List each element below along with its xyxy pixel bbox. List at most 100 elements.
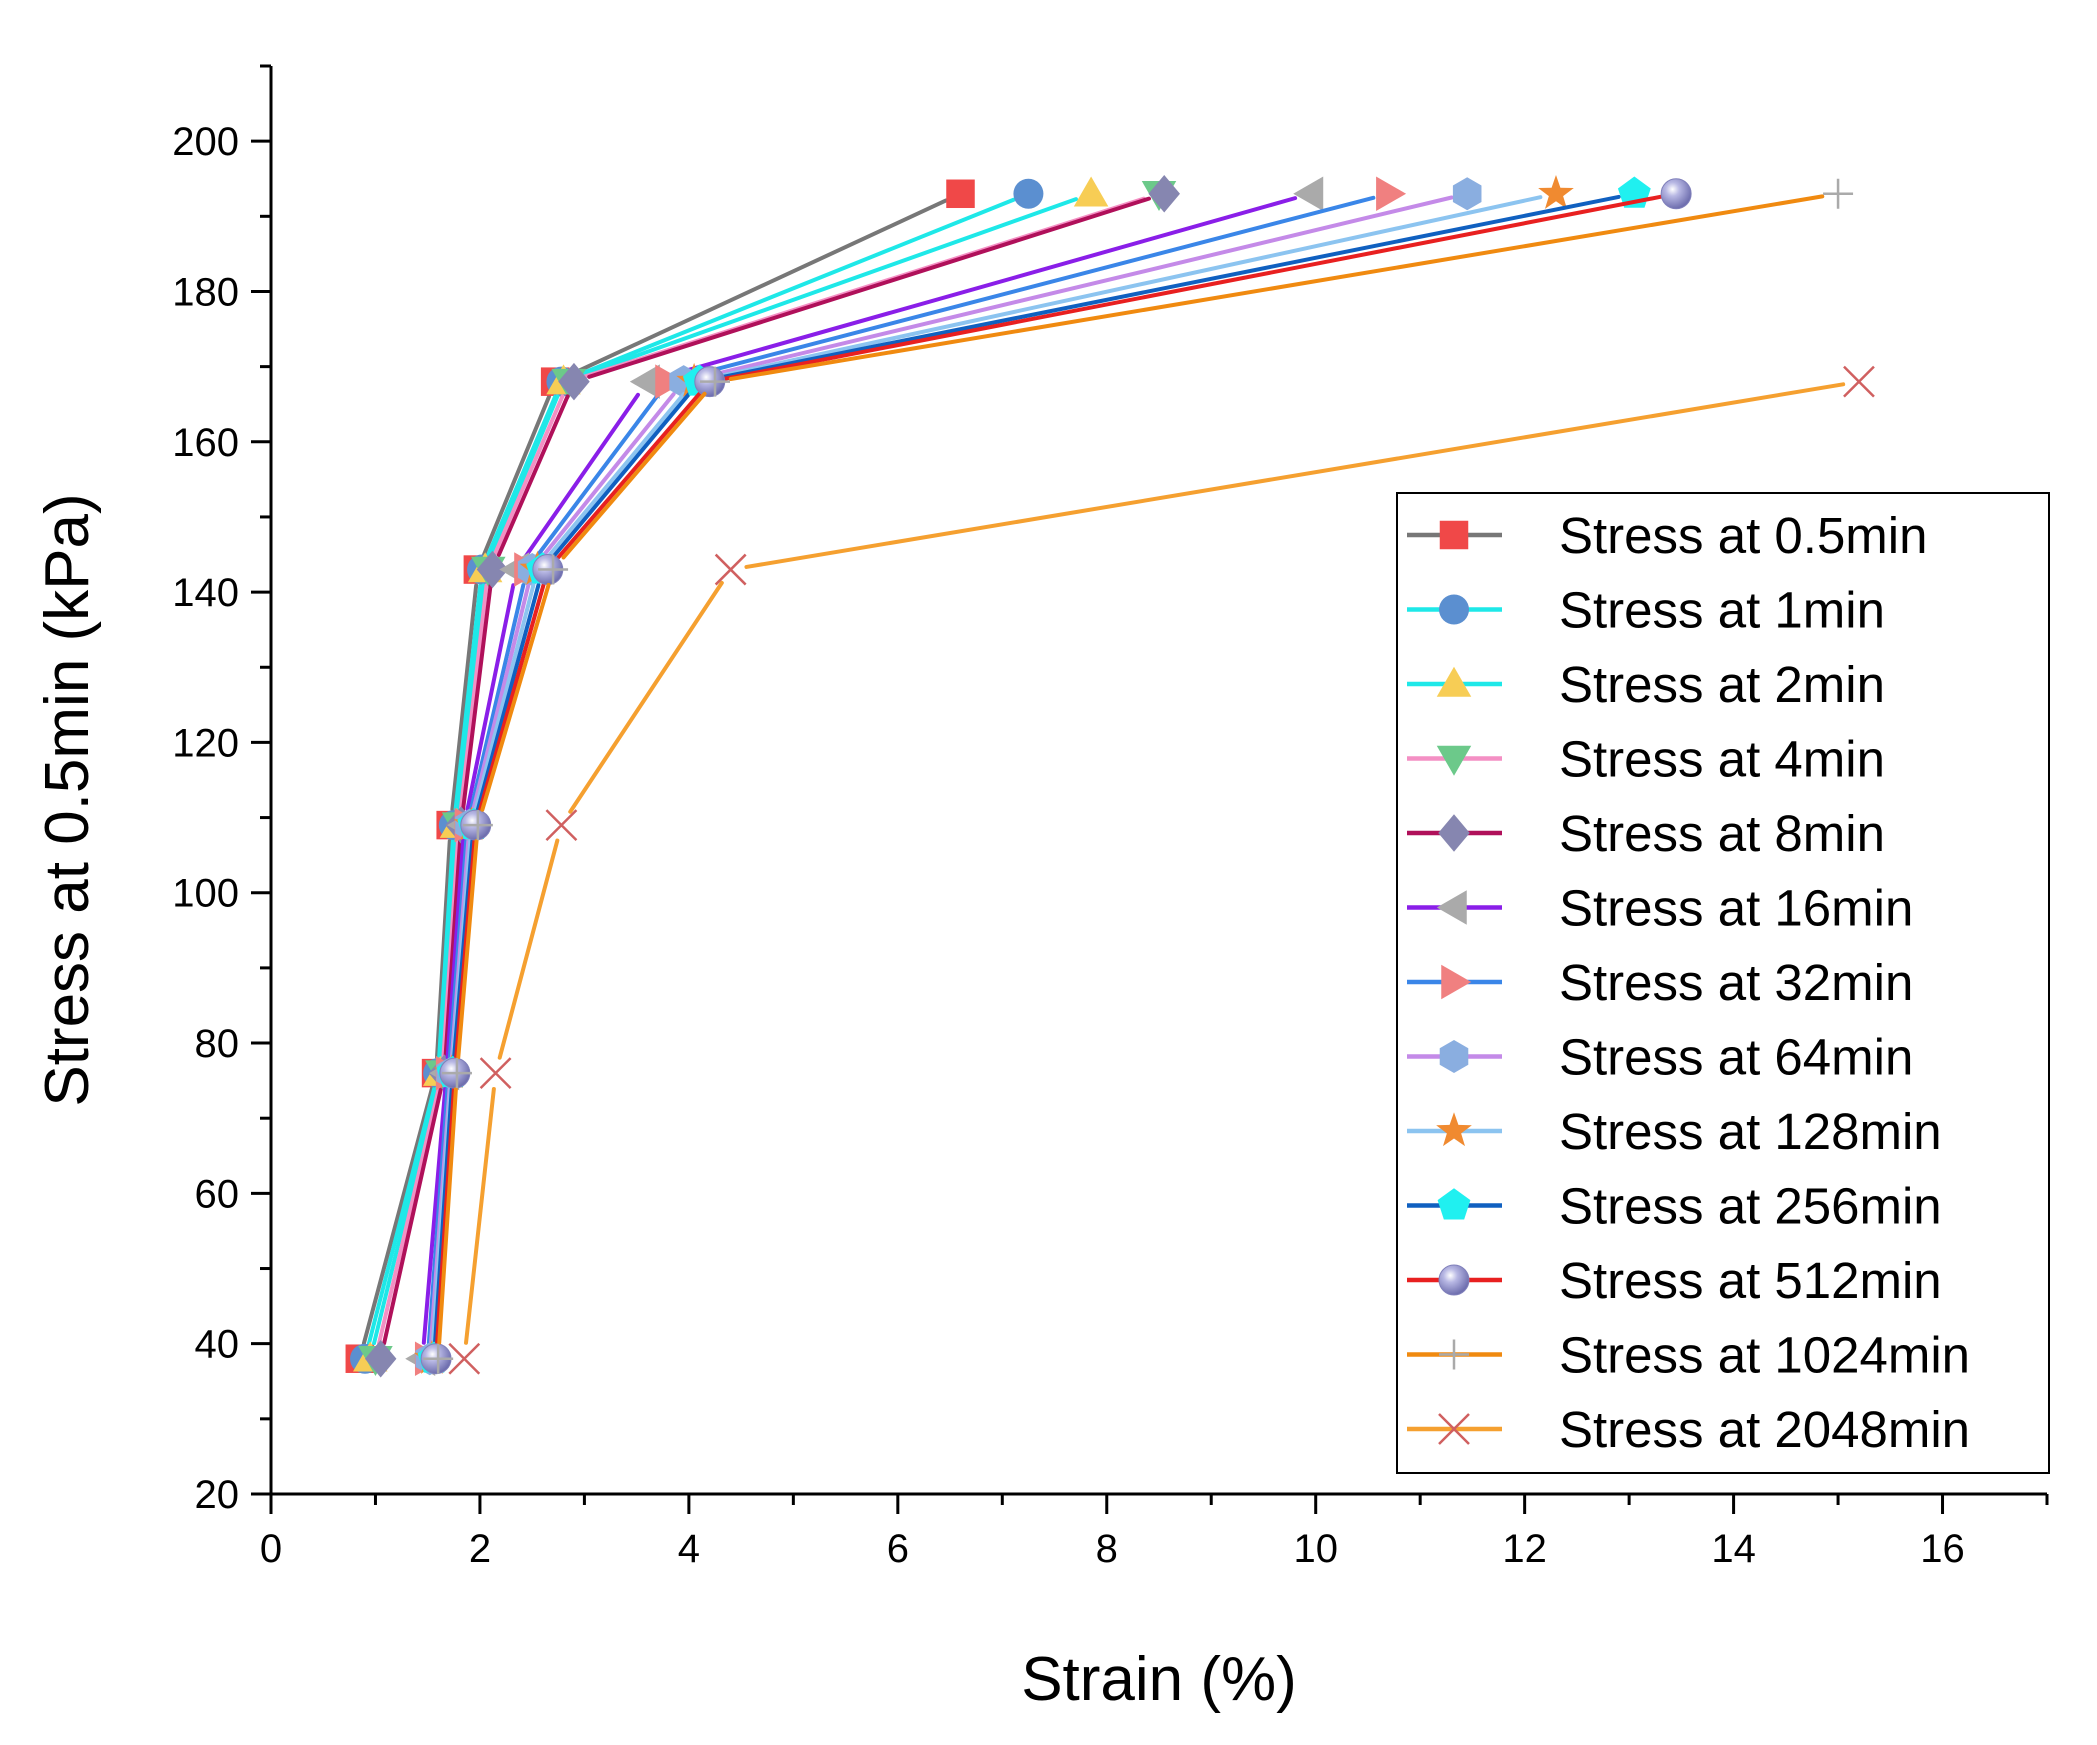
- series-line-segment: [372, 1086, 439, 1346]
- series-line-segment: [697, 195, 1454, 380]
- series-line-segment: [475, 583, 541, 812]
- data-point: [1823, 178, 1854, 209]
- legend-marker: [1439, 520, 1469, 550]
- series-line-segment: [453, 583, 483, 812]
- series-line-segment: [426, 1087, 450, 1345]
- series-line-segment: [480, 582, 551, 812]
- data-point: [558, 362, 590, 401]
- data-point: [946, 179, 975, 209]
- x-tick-label: 0: [260, 1527, 282, 1571]
- x-tick-label: 4: [678, 1527, 700, 1571]
- legend-label: Stress at 64min: [1559, 1029, 1913, 1086]
- series-12: [423, 178, 1854, 1374]
- legend-marker: [1441, 964, 1472, 1000]
- x-tick-label: 6: [887, 1527, 909, 1571]
- series-line-segment: [435, 1087, 456, 1345]
- series-line-segment: [576, 197, 1079, 379]
- legend-label: Stress at 128min: [1559, 1103, 1942, 1160]
- series-line-segment: [469, 583, 526, 812]
- series-line-segment: [496, 394, 570, 557]
- series-line-segment: [447, 839, 469, 1060]
- series-line-segment: [568, 580, 724, 814]
- series-line-segment: [465, 583, 516, 812]
- legend-item: Stress at 256min: [1407, 1178, 1942, 1235]
- x-axis-title: Strain (%): [1021, 1645, 1297, 1714]
- legend-marker: [1439, 1040, 1469, 1073]
- legend-item: Stress at 64min: [1407, 1029, 1913, 1086]
- series-line-segment: [456, 839, 479, 1060]
- series-line-segment: [550, 391, 692, 560]
- series-line-segment: [478, 582, 546, 812]
- series-line-segment: [574, 197, 1016, 378]
- legend-item: Stress at 0.5min: [1407, 507, 1927, 564]
- legend-label: Stress at 0.5min: [1559, 507, 1927, 564]
- legend-label: Stress at 2min: [1559, 656, 1885, 713]
- x-tick-label: 16: [1920, 1527, 1965, 1571]
- y-tick-label: 180: [172, 270, 239, 314]
- legend-label: Stress at 1024min: [1559, 1327, 1970, 1384]
- data-point: [1452, 177, 1482, 211]
- data-point: [1013, 178, 1044, 209]
- y-tick-label: 200: [172, 120, 239, 164]
- series-line-segment: [660, 196, 1298, 380]
- data-point: [479, 1057, 512, 1090]
- data-point: [545, 809, 578, 841]
- legend-item: Stress at 1024min: [1407, 1327, 1970, 1384]
- legend-box: [1396, 492, 2050, 1474]
- series-line-segment: [439, 839, 458, 1060]
- series-line-segment: [441, 839, 460, 1060]
- x-tick-label: 8: [1096, 1527, 1118, 1571]
- series-line-segment: [486, 394, 558, 557]
- y-tick-label: 160: [172, 421, 239, 465]
- data-point: [441, 1058, 472, 1089]
- series-line-segment: [443, 839, 463, 1060]
- data-point: [1843, 365, 1875, 398]
- y-tick-label: 120: [172, 721, 239, 765]
- legend-item: Stress at 32min: [1407, 954, 1913, 1011]
- series-layer: [345, 175, 1875, 1378]
- series-13: [448, 365, 1875, 1375]
- x-tick-label: 12: [1502, 1527, 1547, 1571]
- series-line-segment: [452, 839, 475, 1060]
- series-line-segment: [728, 194, 1825, 382]
- series-line-segment: [366, 1086, 437, 1346]
- data-point: [364, 1339, 397, 1378]
- y-tick-label: 60: [195, 1172, 240, 1216]
- data-point: [1376, 176, 1407, 212]
- series-line-segment: [707, 195, 1543, 381]
- x-tick-label: 14: [1711, 1527, 1756, 1571]
- x-tick-label: 10: [1293, 1527, 1338, 1571]
- series-line-segment: [723, 194, 1663, 381]
- legend-label: Stress at 1min: [1559, 582, 1885, 639]
- legend-label: Stress at 16min: [1559, 880, 1913, 937]
- legend-marker: [1439, 1339, 1469, 1370]
- series-line-segment: [713, 194, 1621, 381]
- legend-item: Stress at 1min: [1407, 582, 1885, 639]
- legend-item: Stress at 2048min: [1407, 1401, 1970, 1458]
- series-line-segment: [471, 583, 531, 812]
- x-tick-label: 2: [469, 1527, 491, 1571]
- legend: Stress at 0.5min Stress at 1min Stress at …: [1396, 492, 2050, 1474]
- legend-item: Stress at 8min: [1407, 805, 1885, 862]
- legend-marker: [1438, 814, 1470, 852]
- legend-label: Stress at 2048min: [1559, 1401, 1970, 1458]
- series-line-segment: [681, 195, 1376, 380]
- series-line-segment: [464, 1087, 496, 1345]
- series-line-segment: [445, 839, 466, 1060]
- series-line-segment: [437, 1087, 458, 1345]
- legend-label: Stress at 512min: [1559, 1252, 1942, 1309]
- series-line-segment: [481, 394, 552, 557]
- series-line-segment: [454, 839, 477, 1060]
- data-point: [538, 554, 569, 585]
- legend-marker: [1436, 666, 1472, 697]
- legend-item: Stress at 16min: [1407, 880, 1913, 937]
- legend-label: Stress at 8min: [1559, 805, 1885, 862]
- data-point: [1148, 175, 1180, 213]
- series-line-segment: [361, 1086, 434, 1346]
- legend-marker: [1436, 890, 1467, 925]
- series-line-segment: [433, 1087, 454, 1345]
- legend-item: Stress at 512min: [1407, 1252, 1942, 1309]
- legend-item: Stress at 4min: [1407, 731, 1885, 788]
- data-point: [448, 1342, 481, 1375]
- y-tick-label: 80: [195, 1022, 240, 1066]
